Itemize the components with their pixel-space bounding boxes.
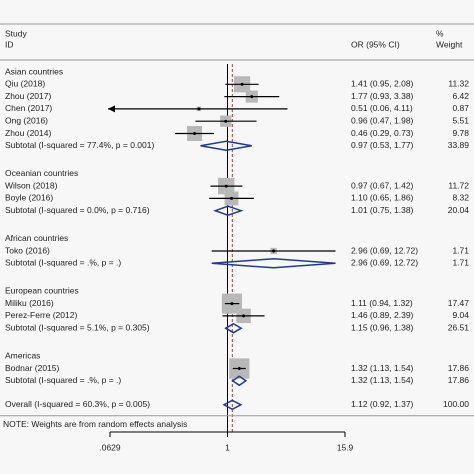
- study-label: Toko (2016): [5, 245, 50, 255]
- ci-label: 0.46 (0.29, 0.73): [351, 128, 414, 138]
- header-effect: OR (95% CI): [351, 39, 400, 49]
- point: [193, 132, 197, 135]
- ci-label: 1.01 (0.75, 1.38): [351, 205, 414, 215]
- weight-label: 6.42: [452, 91, 469, 101]
- diamond: [213, 205, 244, 216]
- point: [230, 302, 234, 306]
- x-tick-label: 1: [225, 442, 230, 452]
- header-id: ID: [5, 39, 14, 49]
- ci-label: 1.46 (0.89, 2.39): [351, 310, 414, 320]
- group-label: African countries: [5, 233, 68, 243]
- ci-label: 1.10 (0.65, 1.86): [351, 193, 414, 203]
- subtotal-label: Subtotal (I-squared = .%, p = .): [5, 375, 121, 385]
- diamond: [211, 258, 336, 269]
- point: [242, 314, 246, 318]
- ci-label: 1.15 (0.96, 1.38): [351, 322, 414, 332]
- weight-label: 11.32: [448, 79, 469, 89]
- point: [197, 107, 201, 111]
- subtotal-label: Subtotal (I-squared = 0.0%, p = 0.716): [5, 205, 150, 215]
- weight-label: 8.32: [452, 193, 469, 203]
- header-weight: Weight: [436, 39, 463, 49]
- weight-label: 17.86: [448, 375, 470, 385]
- ci-arrow: [108, 105, 115, 113]
- study-label: Wilson (2018): [5, 180, 58, 190]
- weight-label: 9.04: [452, 310, 469, 320]
- weight-label: 17.47: [448, 298, 470, 308]
- ci-label: 1.32 (1.13, 1.54): [351, 375, 414, 385]
- subtotal-label: Overall (I-squared = 60.3%, p = 0.005): [5, 399, 150, 409]
- study-label: Chen (2017): [5, 103, 52, 113]
- point: [224, 184, 228, 188]
- point: [230, 196, 234, 200]
- point: [272, 249, 276, 253]
- group-label: Oceanian countries: [5, 168, 78, 178]
- weight-label: 20.04: [448, 205, 470, 215]
- point: [224, 119, 228, 123]
- study-label: Miliku (2016): [5, 298, 54, 308]
- point: [240, 82, 244, 86]
- group-label: Asian countries: [5, 66, 63, 76]
- weight-label: 1.71: [452, 245, 469, 255]
- subtotal-label: Subtotal (I-squared = 5.1%, p = 0.305): [5, 322, 150, 332]
- ci-label: 0.51 (0.06, 4.11): [351, 103, 413, 113]
- diamond: [200, 140, 252, 152]
- subtotal-label: Subtotal (I-squared = .%, p = .): [5, 258, 121, 268]
- ci-label: 1.77 (0.93, 3.38): [351, 91, 414, 101]
- weight-label: 100.00: [443, 399, 469, 409]
- ci-label: 1.32 (1.13, 1.54): [351, 363, 414, 373]
- study-label: Qiu (2018): [5, 79, 45, 89]
- study-label: Zhou (2017): [5, 91, 51, 101]
- group-label: Americas: [5, 350, 40, 360]
- diamond: [222, 399, 243, 411]
- weight-label: 26.51: [448, 322, 470, 332]
- x-tick-label: .0629: [99, 442, 121, 452]
- group-label: European countries: [5, 286, 79, 296]
- x-tick-label: 15.9: [337, 442, 354, 452]
- diamond: [224, 322, 243, 334]
- weight-label: 5.51: [452, 115, 469, 125]
- ci-label: 0.97 (0.53, 1.77): [351, 140, 414, 150]
- weight-label: 0.87: [452, 103, 469, 113]
- header-pct: %: [436, 28, 444, 38]
- weight-label: 11.72: [448, 180, 469, 190]
- point: [237, 367, 241, 370]
- ci-label: 1.11 (0.94, 1.32): [351, 298, 413, 308]
- weight-label: 33.89: [448, 140, 470, 150]
- weight-label: 9.78: [452, 128, 469, 138]
- ci-label: 2.96 (0.69, 12.72): [351, 258, 418, 268]
- weight-label: 1.71: [452, 258, 469, 268]
- weight-label: 17.86: [448, 363, 470, 373]
- ci-label: 0.96 (0.47, 1.98): [351, 115, 414, 125]
- ci-label: 1.41 (0.95, 2.08): [351, 79, 414, 89]
- study-label: Zhou (2014): [5, 128, 51, 138]
- study-label: Bodnar (2015): [5, 363, 60, 373]
- ci-label: 1.12 (0.92, 1.37): [351, 399, 414, 409]
- subtotal-label: Subtotal (I-squared = 77.4%, p = 0.001): [5, 140, 154, 150]
- ci-label: 0.97 (0.67, 1.42): [351, 180, 414, 190]
- diamond: [231, 375, 248, 387]
- point: [250, 95, 254, 99]
- study-label: Perez-Ferre (2012): [5, 310, 77, 320]
- study-label: Ong (2016): [5, 115, 48, 125]
- ci-label: 2.96 (0.69, 12.72): [351, 245, 418, 255]
- note: NOTE: Weights are from random effects an…: [3, 419, 187, 429]
- header-study: Study: [5, 28, 27, 38]
- study-label: Boyle (2016): [5, 193, 53, 203]
